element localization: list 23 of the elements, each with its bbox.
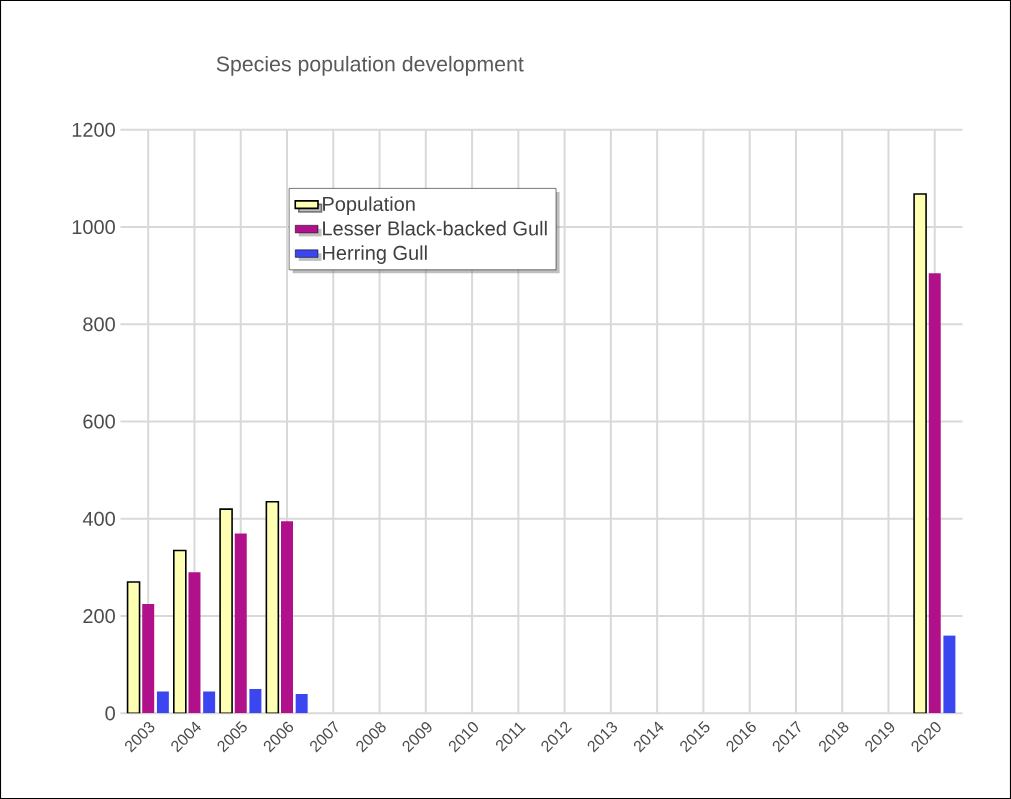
y-tick-label: 800 [83,317,115,332]
bar [156,691,169,714]
bar [126,581,141,714]
bar [943,635,956,714]
legend-label: Herring Gull [323,245,427,264]
bar [142,603,155,714]
bar [203,691,216,714]
bar [234,533,247,714]
y-tick-label: 0 [105,706,115,721]
bar [928,273,941,714]
bar [265,500,280,714]
bar [188,572,201,714]
bar [281,521,293,714]
bar [249,688,262,714]
chart-title: Species population development [216,55,524,76]
bar [295,693,308,714]
y-tick-label: 400 [82,511,115,526]
y-tick-label: 600 [83,414,115,429]
legend-label: Lesser Black-backed Gull [323,220,547,236]
y-tick-label: 1200 [72,122,115,137]
legend-label: Population [323,196,415,215]
y-tick-label: 1000 [72,219,115,235]
y-tick-label: 200 [83,608,115,624]
